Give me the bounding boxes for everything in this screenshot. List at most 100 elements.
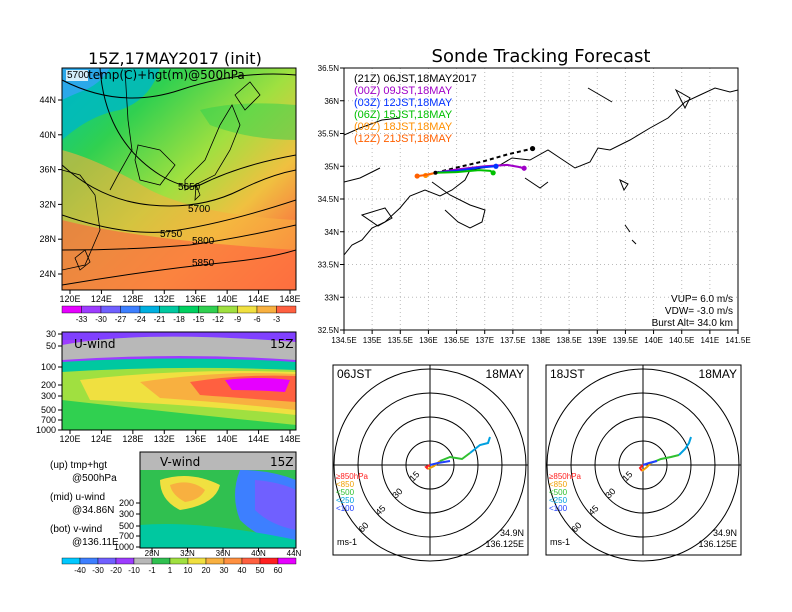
sonde-track-end-5 — [414, 173, 420, 179]
sonde-x-tick-label: 137E — [475, 336, 494, 345]
u-x-tick-label: 148E — [279, 434, 300, 444]
v-y-tick-label: 500 — [119, 521, 134, 531]
wind-colorbar-swatch — [79, 557, 99, 565]
sonde-y-tick-label: 34.5N — [318, 195, 340, 204]
wind-colorbar-swatch — [169, 557, 189, 565]
corner-contour-label: 5700 — [67, 70, 90, 81]
sonde-track-end-1 — [521, 165, 527, 171]
map-y-tick-label: 24N — [39, 269, 56, 279]
sonde-map — [344, 68, 738, 330]
sonde-legend-entry: (06Z) 15JST,18MAY — [354, 109, 453, 121]
colorbar-label: -27 — [115, 315, 127, 324]
sonde-legend-entry: (09Z) 18JST,18MAY — [354, 121, 453, 133]
colorbar-label: -12 — [212, 315, 224, 324]
map-x-tick-label: 144E — [248, 294, 269, 304]
sonde-y-axis: 36.5N 36N 35.5N 35N 34.5N 34N 33.5N 33N 32.5N — [318, 64, 344, 335]
hodo-legend-entry: <250 — [549, 496, 568, 505]
map-x-axis: 120E 124E 128E 132E 136E 140E 144E 148E — [59, 290, 301, 304]
wind-colorbar-swatch — [259, 557, 279, 565]
u-y-tick-label: 500 — [41, 405, 56, 415]
hodo-time-label: 18JST — [550, 367, 585, 381]
sonde-x-tick-label: 134.5E — [331, 336, 356, 345]
wind-colorbar-swatch — [223, 557, 243, 565]
wind-colorbar-label: 50 — [256, 566, 265, 575]
colorbar-swatch — [159, 305, 180, 314]
colorbar-label: -18 — [173, 315, 185, 324]
wind-colorbar-swatch — [187, 557, 207, 565]
map-y-tick-label: 36N — [39, 165, 56, 175]
hodo-lat: 34.9N — [713, 528, 737, 538]
sonde-x-tick-label: 139E — [588, 336, 607, 345]
map-x-tick-label: 136E — [185, 294, 206, 304]
colorbar-swatch — [81, 305, 102, 314]
wind-colorbar-swatch — [61, 557, 81, 565]
u-x-tick-label: 144E — [248, 434, 269, 444]
wind-colorbar-label: 30 — [220, 566, 229, 575]
vup-note: VUP= 6.0 m/s — [671, 294, 733, 305]
colorbar-swatch — [139, 305, 160, 314]
hodo-legend-entry: ≥850hPa — [549, 472, 582, 481]
map-x-tick-label: 148E — [279, 294, 300, 304]
hodo-trace-2 — [439, 452, 471, 462]
u-y-tick-label: 1000 — [36, 425, 56, 435]
colorbar-swatch — [276, 305, 297, 314]
hodo-date-label: 18MAY — [486, 367, 524, 381]
map-title: 15Z,17MAY2017 (init) — [88, 49, 262, 68]
u-x-tick-label: 136E — [185, 434, 206, 444]
hodo-legend-entry: <850 — [549, 480, 568, 489]
wind-colorbar-swatch — [133, 557, 153, 565]
map-subtitle: temp(C)+hgt(m)@500hPa — [88, 68, 245, 82]
colorbar-label: -24 — [134, 315, 146, 324]
sonde-y-tick-label: 35.5N — [318, 130, 340, 139]
colorbar-label: -33 — [76, 315, 88, 324]
u-x-tick-label: 140E — [217, 434, 238, 444]
sonde-x-tick-label: 135.5E — [388, 336, 413, 345]
sonde-y-tick-label: 32.5N — [318, 326, 340, 335]
contour-label-5750: 5750 — [160, 229, 183, 240]
colorbar-swatch — [198, 305, 219, 314]
hodo-unit: ms-1 — [550, 537, 570, 547]
sonde-x-tick-label: 135E — [363, 336, 382, 345]
colorbar-swatch — [120, 305, 141, 314]
v-x-tick-label: 36N — [216, 549, 231, 558]
burst-alt-note: Burst Alt= 34.0 km — [652, 318, 733, 329]
v-y-tick-label: 700 — [119, 531, 134, 541]
v-x-tick-label: 32N — [180, 549, 195, 558]
hodo-time-label: 06JST — [337, 367, 372, 381]
sonde-grid — [344, 68, 738, 330]
sonde-x-tick-label: 141.5E — [725, 336, 750, 345]
map-x-tick-label: 132E — [154, 294, 175, 304]
caption-up-level: @500hPa — [72, 473, 117, 484]
caption-bot-lon: @136.11E — [72, 537, 119, 548]
map-y-axis: 44N 40N 36N 32N 28N 24N — [39, 95, 62, 279]
v-x-tick-label: 40N — [251, 549, 266, 558]
hodo-trace-4 — [429, 460, 451, 466]
colorbar-label: -21 — [154, 315, 166, 324]
sonde-track-0 — [435, 147, 533, 174]
sonde-legend-entry: (21Z) 06JST,18MAY2017 — [354, 73, 477, 85]
hodo-lon: 136.125E — [698, 539, 737, 549]
sonde-legend-entry: (12Z) 21JST,18MAY — [354, 133, 453, 145]
hodo-legend-entry: <100 — [336, 504, 355, 513]
colorbar-label: -15 — [193, 315, 205, 324]
v-x-tick-label: 44N — [287, 549, 302, 558]
hodo-legend-entry: <500 — [549, 488, 568, 497]
colorbar-swatch — [217, 305, 238, 314]
sonde-y-tick-label: 36.5N — [318, 64, 340, 73]
hodo-date-label: 18MAY — [699, 367, 737, 381]
sonde-track-end-2 — [493, 163, 499, 169]
sonde-y-tick-label: 33N — [324, 293, 339, 302]
sonde-legend-entry: (00Z) 09JST,18MAY — [354, 85, 453, 97]
wind-colorbar-label: -40 — [74, 566, 86, 575]
u-y-tick-label: 50 — [46, 341, 56, 351]
caption-mid-lat: @34.86N — [72, 505, 114, 516]
hodo-trace-3 — [469, 436, 491, 454]
contour-label-5800: 5800 — [192, 236, 215, 247]
contour-label-5850: 5850 — [192, 258, 215, 269]
wind-colorbar-label: 60 — [274, 566, 283, 575]
v-y-tick-label: 200 — [119, 498, 134, 508]
map-y-tick-label: 40N — [39, 130, 56, 140]
wind-colorbar-swatch — [241, 557, 261, 565]
u-y-tick-label: 700 — [41, 415, 56, 425]
